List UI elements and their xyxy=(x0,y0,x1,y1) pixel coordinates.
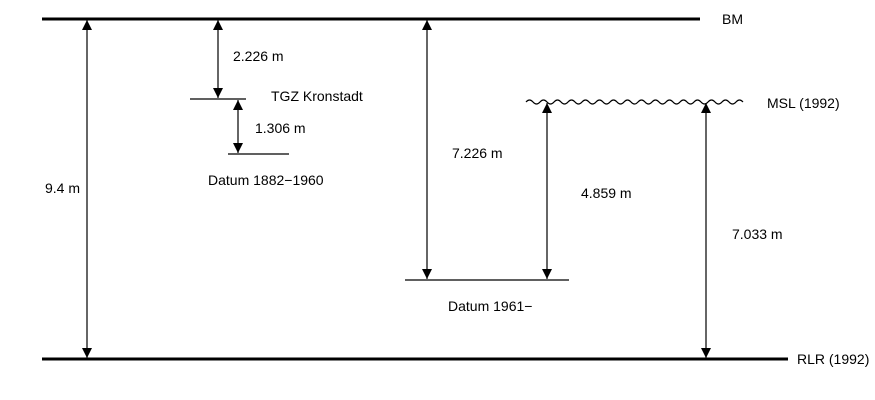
bm-to-datum-new-value: 7.226 m xyxy=(452,145,503,161)
tgz-to-datum-old-value: 1.306 m xyxy=(255,120,306,136)
msl-wavy-line xyxy=(525,99,744,105)
msl-label: MSL (1992) xyxy=(767,95,840,111)
datum-old-label: Datum 1882−1960 xyxy=(208,172,324,188)
msl-to-rlr-value: 7.033 m xyxy=(732,226,783,242)
bm-label: BM xyxy=(722,11,743,27)
msl-to-datum-new-value: 4.859 m xyxy=(581,185,632,201)
bm-to-tgz-value: 2.226 m xyxy=(233,48,284,64)
tgz-label: TGZ Kronstadt xyxy=(271,88,363,104)
datum-new-label: Datum 1961− xyxy=(448,298,532,314)
bm-to-rlr-value: 9.4 m xyxy=(45,180,80,196)
rlr-label: RLR (1992) xyxy=(797,351,869,367)
